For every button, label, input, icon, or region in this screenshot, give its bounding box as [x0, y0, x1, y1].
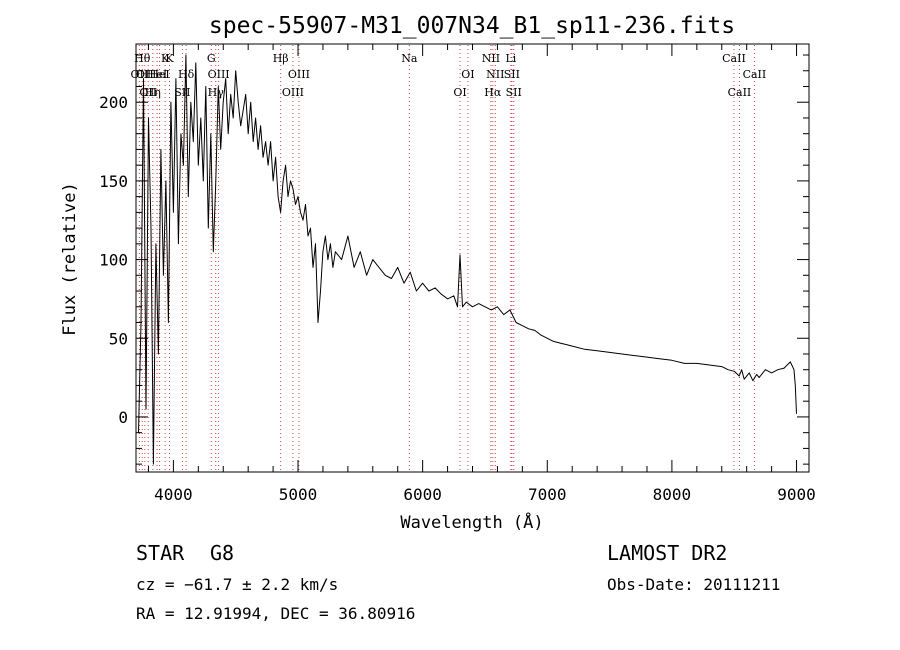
- redshift-cz: cz = −61.7 ± 2.2 km/s: [136, 575, 339, 594]
- x-axis-ticks: 4000 5000 6000 7000 8000 9000: [147, 44, 816, 504]
- spectral-line-label: CaII: [728, 86, 752, 99]
- spectral-line-label: OI: [461, 68, 474, 81]
- observation-date: Obs-Date: 20111211: [607, 575, 781, 594]
- spectrum-line: [138, 54, 797, 465]
- spectral-line-label: OIII: [282, 86, 304, 99]
- spectral-line-label: SII: [504, 68, 520, 81]
- spectral-line-label: SII: [506, 86, 522, 99]
- y-axis-ticks: 0 50 100 150 200: [99, 54, 809, 465]
- spectral-line-label: HeI: [149, 68, 169, 81]
- survey-name: LAMOST DR2: [607, 541, 728, 565]
- spectral-line-label: Hγ: [208, 86, 225, 99]
- y-tick-label: 150: [99, 172, 128, 191]
- spectral-line-label: OII: [131, 68, 149, 81]
- y-tick-label: 0: [118, 408, 128, 427]
- spectral-line-label: NII: [482, 52, 500, 65]
- object-subclass: G8: [210, 541, 235, 565]
- spectral-line-label: Li: [505, 52, 516, 65]
- spectral-line-label: NII: [486, 68, 504, 81]
- y-axis-label: Flux (relative): [60, 182, 80, 336]
- x-tick-label: 6000: [403, 485, 442, 504]
- chart-title: spec-55907-M31_007N34_B1_sp11-236.fits: [209, 13, 735, 39]
- spectral-line-label: K: [161, 52, 170, 65]
- x-tick-label: 9000: [777, 485, 816, 504]
- x-tick-label: 7000: [528, 485, 567, 504]
- spectral-line-label: Hη: [145, 86, 161, 99]
- x-axis-label: Wavelength (Å): [400, 511, 543, 533]
- spectral-line-label: OIII: [288, 68, 310, 81]
- spectral-line-label: OI: [453, 86, 466, 99]
- spectral-line-label: K: [165, 52, 174, 65]
- y-tick-label: 100: [99, 251, 128, 270]
- spectral-line-markers: [138, 45, 755, 471]
- y-tick-label: 200: [99, 93, 128, 112]
- x-tick-label: 5000: [279, 485, 318, 504]
- y-tick-label: 50: [109, 329, 128, 348]
- spectral-line-label: Hθ: [134, 52, 151, 65]
- object-class: STAR: [136, 541, 185, 565]
- spectral-line-label: SII: [174, 86, 190, 99]
- x-tick-label: 8000: [653, 485, 692, 504]
- spectral-line-label: HeI: [147, 68, 167, 81]
- spectral-line-label: CaII: [743, 68, 767, 81]
- spectral-line-label: G: [207, 52, 216, 65]
- spectral-line-label: Hα: [484, 86, 502, 99]
- plot-frame: [135, 43, 810, 473]
- spectral-line-label: Hβ: [273, 52, 289, 65]
- x-tick-label: 4000: [154, 485, 193, 504]
- spectral-line-label: OIII: [208, 68, 230, 81]
- coordinates: RA = 12.91994, DEC = 36.80916: [136, 604, 416, 623]
- spectral-line-label: CaII: [722, 52, 746, 65]
- spectral-line-label: Na: [401, 52, 418, 65]
